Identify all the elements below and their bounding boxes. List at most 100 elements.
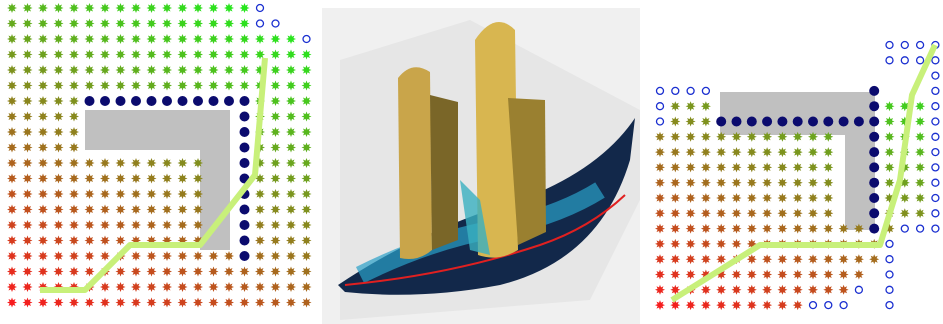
grid-node xyxy=(177,158,188,168)
grid-node xyxy=(69,96,79,106)
grid-node xyxy=(270,189,281,199)
grid-node xyxy=(193,65,203,75)
grid-node xyxy=(869,254,880,265)
grid-node xyxy=(84,189,95,199)
grid-node xyxy=(224,18,234,29)
grid-node xyxy=(69,49,79,60)
grid-node xyxy=(792,131,803,142)
grid-node xyxy=(208,80,219,91)
obstacle-node xyxy=(239,220,250,230)
grid-node xyxy=(162,251,172,261)
grid-node xyxy=(84,266,95,277)
grid-node xyxy=(239,266,250,277)
grid-node xyxy=(899,208,910,219)
grid-node xyxy=(270,142,281,153)
grid-panel-left xyxy=(0,0,320,324)
open-node xyxy=(900,40,909,50)
grid-node xyxy=(762,284,773,295)
grid-node xyxy=(808,177,818,188)
grid-node xyxy=(286,65,296,75)
grid-node xyxy=(716,300,727,311)
grid-node xyxy=(100,251,110,261)
grid-node xyxy=(84,251,95,261)
grid-node xyxy=(208,18,219,29)
grid-node xyxy=(808,147,818,158)
open-node xyxy=(655,117,665,126)
open-node xyxy=(931,117,940,126)
grid-node xyxy=(115,235,126,246)
grid-node xyxy=(700,162,711,173)
grid-node xyxy=(38,111,48,122)
grid-node xyxy=(7,173,17,184)
grid-node xyxy=(208,266,219,277)
grid-node xyxy=(53,80,64,91)
grid-node xyxy=(53,111,64,122)
grid-node xyxy=(777,131,788,142)
grid-node xyxy=(655,193,665,203)
grid-node xyxy=(146,158,157,168)
grid-node xyxy=(731,269,742,280)
grid-node xyxy=(270,282,281,292)
grid-node xyxy=(808,269,818,280)
grid-node xyxy=(115,65,126,75)
grid-node xyxy=(301,65,312,75)
grid-node xyxy=(146,220,157,230)
obstacle-node xyxy=(731,116,742,127)
grid-node xyxy=(777,177,788,188)
grid-node xyxy=(7,18,17,29)
grid-node xyxy=(177,65,188,75)
grid-node xyxy=(69,235,79,246)
grid-node xyxy=(84,80,95,91)
grid-node xyxy=(915,193,926,203)
grid-node xyxy=(700,116,711,127)
open-node xyxy=(931,224,940,233)
grid-node xyxy=(808,193,818,203)
grid-node xyxy=(84,204,95,215)
grid-node xyxy=(792,162,803,173)
grid-node xyxy=(700,131,711,142)
grid-node xyxy=(915,131,926,142)
grid-node xyxy=(53,127,64,137)
grid-node xyxy=(100,235,110,246)
grid-node xyxy=(655,300,665,311)
grid-node xyxy=(270,204,281,215)
grid-node xyxy=(239,65,250,75)
grid-node xyxy=(884,116,895,127)
grid-node xyxy=(762,223,773,234)
grid-node xyxy=(162,282,172,292)
obstacle-node xyxy=(239,142,250,153)
grid-node xyxy=(53,96,64,106)
obstacle-node xyxy=(792,116,803,127)
grid-node xyxy=(700,193,711,203)
grid-node xyxy=(146,251,157,261)
open-node xyxy=(931,147,940,157)
open-node xyxy=(931,193,940,203)
grid-node xyxy=(685,300,696,311)
grid-node xyxy=(7,96,17,106)
obstacle-node xyxy=(177,96,188,106)
grid-node xyxy=(762,300,773,311)
grid-node xyxy=(193,189,203,199)
open-node xyxy=(931,102,940,111)
grid-node xyxy=(162,80,172,91)
grid-node xyxy=(208,34,219,44)
grid-node xyxy=(22,65,33,75)
grid-node xyxy=(38,3,48,13)
grid-node xyxy=(255,204,265,215)
grid-node xyxy=(38,173,48,184)
grid-node xyxy=(193,34,203,44)
open-node xyxy=(900,56,909,65)
grid-node xyxy=(38,297,48,308)
grid-node xyxy=(777,269,788,280)
grid-node xyxy=(22,297,33,308)
grid-node xyxy=(115,189,126,199)
grid-node xyxy=(131,65,141,75)
grid-node xyxy=(255,189,265,199)
grid-node xyxy=(746,177,757,188)
grid-node xyxy=(131,3,141,13)
grid-node xyxy=(131,18,141,29)
grid-node xyxy=(777,193,788,203)
optimal-path xyxy=(344,194,626,286)
grid-node xyxy=(746,284,757,295)
